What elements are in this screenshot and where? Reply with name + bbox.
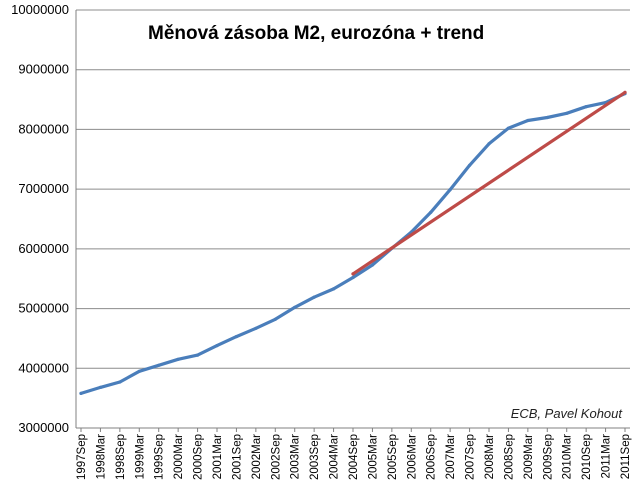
x-tick-label-2005Sep: 2005Sep — [387, 434, 399, 480]
m2-point-2010Mar — [565, 111, 569, 115]
y-tick-label-4000000: 4000000 — [18, 360, 69, 375]
x-tick-label-2001Sep: 2001Sep — [231, 434, 243, 480]
x-tick-label-2011Mar: 2011Mar — [601, 434, 613, 479]
m2-point-2010Sep — [584, 105, 588, 109]
x-tick-label-2011Sep: 2011Sep — [620, 434, 632, 479]
m2-point-2004Mar — [332, 287, 336, 291]
m2-point-2002Sep — [273, 317, 277, 321]
m2-point-1997Sep — [79, 391, 83, 395]
x-tick-label-2006Sep: 2006Sep — [426, 434, 438, 480]
x-tick-label-2000Mar: 2000Mar — [173, 434, 185, 480]
x-tick-label-1999Sep: 1999Sep — [154, 434, 166, 480]
x-tick-label-2003Mar: 2003Mar — [290, 434, 302, 480]
y-tick-label-5000000: 5000000 — [18, 301, 69, 316]
x-tick-label-2004Sep: 2004Sep — [348, 434, 360, 480]
m2-point-1999Mar — [137, 369, 141, 373]
trend-point-2011Sep — [623, 90, 627, 94]
x-tick-label-2004Mar: 2004Mar — [329, 434, 341, 480]
gridlines — [76, 9, 630, 369]
m2-point-2002Mar — [254, 326, 258, 330]
x-tick-label-2009Mar: 2009Mar — [523, 434, 535, 480]
m2-point-2001Mar — [215, 344, 219, 348]
series-layer — [79, 90, 627, 395]
m2-point-2000Mar — [176, 357, 180, 361]
source-annotation: ECB, Pavel Kohout — [511, 406, 624, 421]
x-tick-label-2003Sep: 2003Sep — [309, 434, 321, 480]
x-tick-label-1998Mar: 1998Mar — [95, 434, 107, 480]
y-tick-label-9000000: 9000000 — [18, 62, 69, 77]
m2-point-2008Sep — [506, 126, 510, 130]
y-tick-labels: 3000000 4000000 5000000 6000000 7000000 80000… — [11, 2, 69, 435]
x-tick-label-2001Mar: 2001Mar — [212, 434, 224, 480]
x-tick-label-2002Mar: 2002Mar — [251, 434, 263, 480]
y-tick-label-3000000: 3000000 — [18, 420, 69, 435]
m2-point-2000Sep — [196, 353, 200, 357]
chart-title: Měnová zásoba M2, eurozóna + trend — [148, 23, 484, 44]
y-tick-label-6000000: 6000000 — [18, 241, 69, 256]
y-tick-label-8000000: 8000000 — [18, 121, 69, 136]
m2-point-2003Sep — [312, 295, 316, 299]
trend-point-2004Sep — [351, 272, 355, 276]
m2-point-2006Sep — [429, 210, 433, 214]
x-tick-label-1998Sep: 1998Sep — [115, 434, 127, 480]
x-tick-label-2002Sep: 2002Sep — [270, 434, 282, 480]
x-tick-label-1997Sep: 1997Sep — [76, 434, 88, 480]
x-tick-label-2009Sep: 2009Sep — [542, 434, 554, 480]
m2-point-2005Mar — [370, 263, 374, 267]
m2-point-1998Sep — [118, 380, 122, 384]
x-tick-label-2010Sep: 2010Sep — [581, 434, 593, 480]
m2-point-2001Sep — [234, 335, 238, 339]
x-tick-label-2000Sep: 2000Sep — [193, 434, 205, 480]
m2-point-2004Sep — [351, 275, 355, 280]
x-tick-label-2008Mar: 2008Mar — [484, 434, 496, 480]
trend-series-line — [351, 90, 627, 276]
y-tick-label-7000000: 7000000 — [18, 181, 69, 196]
m2-point-2007Mar — [448, 188, 452, 192]
m2-point-1999Sep — [157, 363, 161, 367]
x-tick-label-2005Mar: 2005Mar — [367, 434, 379, 480]
m2-point-2009Sep — [545, 115, 549, 120]
m2-point-2003Mar — [293, 305, 297, 309]
x-tick-label-2010Mar: 2010Mar — [562, 434, 574, 480]
m2-point-2007Sep — [468, 163, 472, 167]
x-tick-label-2007Mar: 2007Mar — [445, 434, 457, 480]
m2-point-2009Mar — [526, 118, 530, 123]
m2-point-2008Mar — [487, 142, 491, 146]
x-tick-label-2006Mar: 2006Mar — [406, 434, 418, 480]
x-tick-label-1999Mar: 1999Mar — [134, 434, 146, 480]
y-tick-label-10000000: 10000000 — [11, 2, 69, 17]
m2-point-1998Mar — [98, 385, 102, 389]
x-tick-label-2008Sep: 2008Sep — [503, 434, 515, 480]
x-tick-label-2007Sep: 2007Sep — [465, 434, 477, 480]
x-tick-labels: 1997Sep 1998Mar 1998Sep 1999Mar 1999Sep 2000M… — [76, 428, 632, 480]
